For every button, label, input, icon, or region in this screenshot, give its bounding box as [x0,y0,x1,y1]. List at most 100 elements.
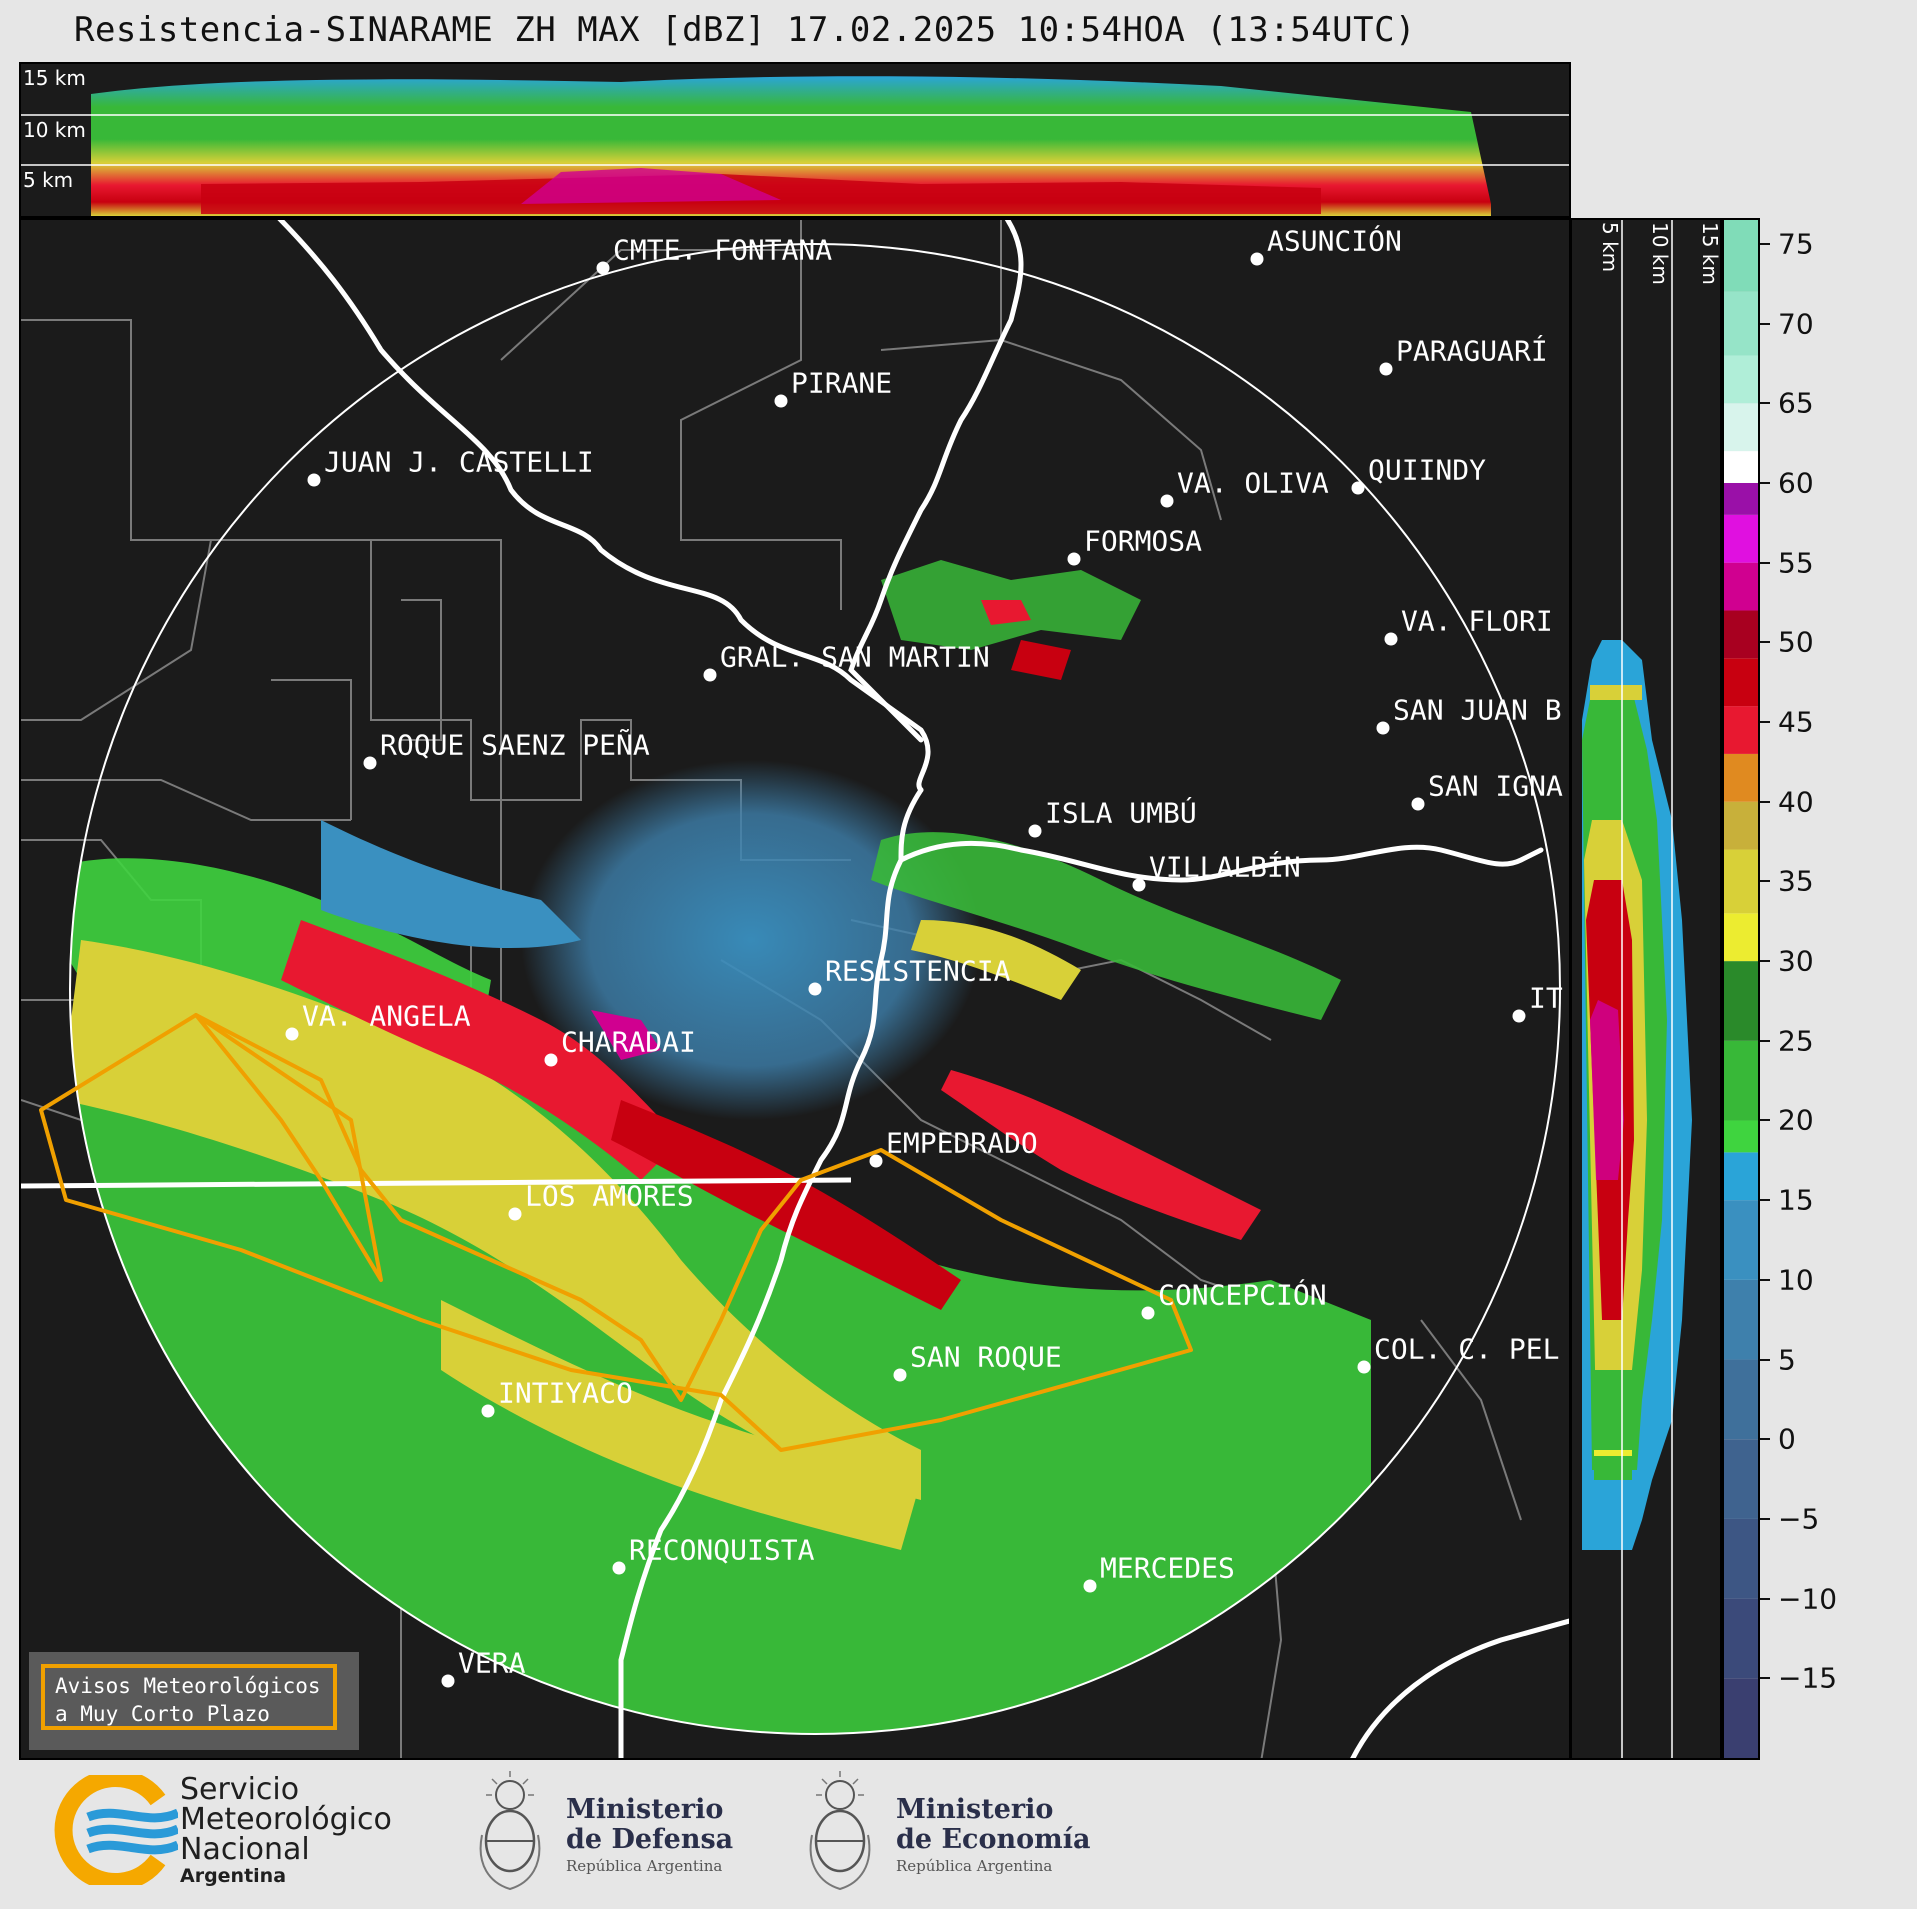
warning-legend-box: Avisos Meteorológicos a Muy Corto Plazo [41,1664,337,1730]
city-label: QUIINDY [1368,453,1487,487]
colorbar-tick-mark [1760,1278,1770,1281]
city-marker [544,1053,558,1067]
colorbar-tick-label: −10 [1778,1582,1838,1616]
city-label: RESISTENCIA [825,954,1011,988]
city-label: ROQUE SAENZ PEÑA [380,728,650,762]
city-label: FORMOSA [1084,524,1203,558]
ministerio-defensa-logo: Ministerio de Defensa República Argentin… [470,1765,750,1895]
colorbar-band [1724,1152,1758,1201]
smn-emblem-icon [54,1775,178,1885]
side-height-label-5: 5 km [1598,222,1622,273]
colorbar-tick-mark [1760,880,1770,883]
colorbar-band [1724,1120,1758,1153]
colorbar-tick-mark [1760,1199,1770,1202]
colorbar-band [1724,801,1758,850]
colorbar-tick-mark [1760,721,1770,724]
city-marker [285,1027,299,1041]
top-cross-section-panel: 15 km 10 km 5 km [19,62,1571,218]
colorbar-tick-label: 75 [1778,227,1814,261]
radar-map-panel: CMTE. FONTANA PIRANE JUAN J. CASTELLI ASUNC… [19,218,1571,1760]
colorbar-band [1724,403,1758,452]
defensa-line1: Ministerio [566,1794,724,1825]
city-marker [1512,1009,1526,1023]
city-label: CMTE. FONTANA [613,233,833,267]
colorbar-tick-mark [1760,1517,1770,1520]
warning-legend: Avisos Meteorológicos a Muy Corto Plazo [29,1652,359,1750]
colorbar-band [1724,706,1758,754]
colorbar-band [1724,514,1758,563]
city-marker [1250,252,1264,266]
city-label: VA. ANGELA [302,999,471,1033]
city-marker [774,394,788,408]
warning-polygons [39,1013,1193,1452]
radar-map [21,220,1569,1758]
city-label: COL. C. PEL [1374,1332,1560,1366]
economia-line2: de Economía [896,1824,1091,1855]
colorbar-tick-mark [1760,242,1770,245]
city-label: GRAL. SAN MARTIN [720,640,990,674]
colorbar-tick-label: 45 [1778,705,1814,739]
side-height-label-10: 10 km [1648,222,1672,285]
city-marker [1160,494,1174,508]
city-marker [1141,1306,1155,1320]
colorbar-tick-label: −15 [1778,1661,1838,1695]
argentina-coat-of-arms-icon [809,1771,871,1891]
warning-legend-line2: a Muy Corto Plazo [55,1702,270,1726]
top-height-label-10: 10 km [23,118,86,142]
colorbar-tick-mark [1760,1039,1770,1042]
colorbar-band [1724,1359,1758,1440]
colorbar-tick-mark [1760,322,1770,325]
city-label: RECONQUISTA [629,1533,815,1567]
side-cross-section-image [1582,220,1692,1758]
colorbar-band [1724,961,1758,1041]
colorbar-tick-mark [1760,561,1770,564]
colorbar-band [1724,1518,1758,1599]
defensa-line3: República Argentina [566,1857,723,1875]
top-cross-section-image [21,76,1569,216]
top-height-label-15: 15 km [23,66,86,90]
city-marker [307,473,321,487]
city-label: SAN JUAN B [1393,693,1562,727]
colorbar-tick-label: −5 [1778,1502,1820,1536]
side-height-label-15: 15 km [1698,222,1722,285]
side-cross-section-panel: 5 km 10 km 15 km [1570,218,1722,1760]
colorbar-band [1724,220,1758,292]
city-marker [612,1561,626,1575]
city-label: LOS AMORES [525,1179,694,1213]
warning-legend-line1: Avisos Meteorológicos [55,1674,321,1698]
smn-name-line2: Meteorológico [180,1802,392,1837]
colorbar-tick-mark [1760,1438,1770,1441]
rivers [277,220,1569,1758]
city-marker [1351,481,1365,495]
city-label: ASUNCIÓN [1267,224,1402,258]
city-marker [1083,1579,1097,1593]
colorbar-tick-label: 5 [1778,1343,1796,1377]
dbz-colorbar [1722,218,1760,1760]
colorbar-tick-mark [1760,641,1770,644]
city-label: INTIYACO [498,1376,633,1410]
colorbar-tick-label: 15 [1778,1183,1814,1217]
colorbar-tick-mark [1760,960,1770,963]
defensa-line2: de Defensa [566,1824,734,1855]
economia-line3: República Argentina [896,1857,1053,1875]
colorbar-band [1724,1439,1758,1519]
colorbar-tick-mark [1760,1597,1770,1600]
city-marker [481,1404,495,1418]
city-label: PARAGUARÍ [1396,334,1548,368]
city-label: VA. OLIVA [1177,466,1329,500]
dbz-colorbar-scale [1724,220,1758,1758]
city-marker [596,261,610,275]
colorbar-band [1724,1598,1758,1679]
argentina-coat-of-arms-icon [479,1771,541,1891]
city-label: CHARADAI [561,1025,696,1059]
smn-logo: Servicio Meteorológico Nacional Argentin… [48,1775,408,1890]
ministerio-economia-logo: Ministerio de Economía República Argenti… [800,1765,1100,1895]
colorbar-tick-label: 60 [1778,466,1814,500]
top-height-label-5: 5 km [23,168,74,192]
colorbar-tick-mark [1760,402,1770,405]
city-label: ISLA UMBÚ [1045,796,1197,830]
colorbar-tick-label: 55 [1778,546,1814,580]
colorbar-band [1724,451,1758,483]
colorbar-band [1724,1200,1758,1280]
cross-section-line [21,1177,852,1189]
